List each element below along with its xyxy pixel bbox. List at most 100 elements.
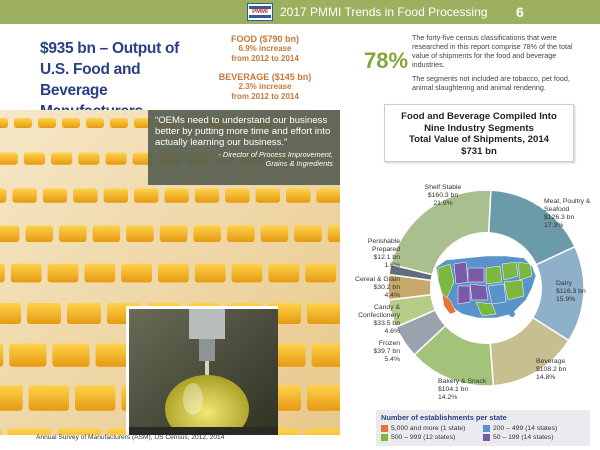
slice-percent: 17.3% xyxy=(544,222,564,229)
pasta-piece xyxy=(0,385,23,411)
pasta-piece xyxy=(7,428,52,435)
pasta-piece xyxy=(62,118,80,128)
slice-value: $33.5 bn xyxy=(373,320,400,327)
slice-percent: 21.9% xyxy=(433,200,453,207)
legend-swatch xyxy=(381,434,388,441)
slice-label: Shelf Stable $160.3 bn 21.9% xyxy=(408,184,478,208)
pasta-piece xyxy=(307,303,340,324)
chart-title-box: Food and Beverage Compiled Into Nine Ind… xyxy=(384,104,574,162)
source-citation: Annual Survey of Manufacturers (ASM), US… xyxy=(36,434,225,441)
pasta-piece xyxy=(47,263,79,283)
coverage-notes: The forty-five census classifications th… xyxy=(412,33,588,97)
chart-title-line-2: Nine Industry Segments xyxy=(424,122,534,134)
slice-name: Dairy xyxy=(556,280,572,287)
beverage-stat-change: 2.3% increase xyxy=(238,82,292,91)
pasta-piece xyxy=(307,385,340,411)
logo-text: PMMI xyxy=(252,9,268,15)
pasta-piece xyxy=(57,428,101,435)
pasta-piece xyxy=(0,152,18,165)
slice-percent: 1.6% xyxy=(384,262,401,269)
chart-title-line-4: $731 bn xyxy=(461,145,497,157)
slice-name: Shelf Stable xyxy=(424,184,462,191)
food-stat-label: FOOD ($790 bn) xyxy=(230,34,299,44)
slice-label: Dairy $116.3 bn 15.9% xyxy=(556,280,600,304)
slice-name: Perishable Prepared xyxy=(367,238,400,253)
oil-bottle-inset-photo xyxy=(126,306,278,435)
legend-item: 200 – 499 (14 states) xyxy=(483,424,585,433)
slice-percent: 14.8% xyxy=(536,374,556,381)
legend-label: 50 – 199 (14 states) xyxy=(493,434,554,441)
slice-percent: 4.6% xyxy=(384,328,401,335)
chart-title-line-3: Total Value of Shipments, 2014 xyxy=(408,134,550,145)
legend-swatch xyxy=(483,425,490,432)
legend-swatch xyxy=(381,425,388,432)
pasta-piece xyxy=(9,343,47,367)
pasta-piece xyxy=(305,263,336,283)
legend-label: 5,000 and more (1 state) xyxy=(391,425,466,432)
slice-value: $126.3 bn xyxy=(544,214,575,221)
quote-attribution-2: Grains & Ingredients xyxy=(265,159,333,168)
pasta-piece xyxy=(73,188,98,203)
pasta-piece xyxy=(52,343,90,367)
quote-box: “OEMs need to understand our business be… xyxy=(148,110,340,185)
pasta-piece xyxy=(121,263,152,283)
pasta-piece xyxy=(0,118,8,128)
pasta-piece xyxy=(158,263,189,283)
pasta-piece xyxy=(23,152,45,165)
slice-percent: 4.4% xyxy=(384,292,401,299)
pasta-piece xyxy=(0,225,20,242)
legend-item: 5,000 and more (1 state) xyxy=(381,424,483,433)
pasta-piece xyxy=(75,385,116,411)
legend-label: 200 – 499 (14 states) xyxy=(493,425,558,432)
slice-name: Beverage xyxy=(536,358,566,365)
pasta-piece xyxy=(225,188,250,203)
chart-title-line-1: Food and Beverage Compiled Into xyxy=(401,111,557,122)
pasta-piece xyxy=(0,428,2,435)
pasta-piece xyxy=(0,263,5,283)
pasta-piece xyxy=(67,303,101,324)
coverage-note-2: The segments not included are tobacco, p… xyxy=(412,74,570,92)
pasta-piece xyxy=(0,303,21,324)
pasta-piece xyxy=(59,225,87,242)
pasta-piece xyxy=(227,225,255,242)
pasta-piece xyxy=(159,225,188,242)
map-legend: Number of establishments per state 5,000… xyxy=(376,410,590,446)
slice-value: $160.3 bn xyxy=(427,192,459,199)
quote-attribution-1: - Director of Process Improvement, xyxy=(218,150,333,159)
pasta-piece xyxy=(294,225,322,242)
pasta-piece xyxy=(110,118,128,128)
pasta-piece xyxy=(255,188,280,203)
pasta-piece xyxy=(14,118,32,128)
pasta-piece xyxy=(0,343,4,367)
pasta-piece xyxy=(42,188,68,203)
beverage-stat-label: BEVERAGE ($145 bn) xyxy=(218,72,312,82)
slice-value: $116.3 bn xyxy=(556,288,586,295)
pasta-piece xyxy=(103,188,128,203)
pasta-piece xyxy=(126,225,154,242)
header-bar: PMMI 2017 PMMI Trends in Food Processing… xyxy=(0,0,600,24)
slice-percent: 5.4% xyxy=(384,356,401,363)
pasta-piece xyxy=(134,118,152,128)
pie-svg xyxy=(387,189,585,387)
pasta-piece xyxy=(12,188,37,203)
pasta-piece xyxy=(268,263,300,283)
pasta-piece xyxy=(194,263,226,283)
segments-pie-chart: Shelf Stable $160.3 bn 21.9% Meat, Poultry … xyxy=(346,172,600,412)
us-map-icon xyxy=(435,255,537,319)
pasta-piece xyxy=(25,225,53,242)
slice-label: Candy & Confectionery $33.5 bn 4.6% xyxy=(340,304,400,336)
pmmi-logo: PMMI xyxy=(247,3,273,21)
legend-swatch xyxy=(483,434,490,441)
pasta-piece xyxy=(327,225,340,242)
pasta-piece xyxy=(305,428,340,435)
pasta-piece xyxy=(84,263,116,283)
pasta-piece xyxy=(260,225,289,242)
slice-label: Cereal & Grain $30.2 bn 4.4% xyxy=(340,276,400,300)
slice-label: Meat, Poultry & Seafood $126.3 bn 17.3% xyxy=(544,198,600,230)
coverage-percent: 78% xyxy=(364,48,409,73)
slice-value: $39.7 bn xyxy=(373,348,400,355)
slice-label: Bakery & Snack $104.1 bn 14.2% xyxy=(438,378,500,402)
coverage-note-1: The forty-five census classifications th… xyxy=(412,33,573,69)
pasta-piece xyxy=(0,188,7,203)
slice-name: Meat, Poultry & Seafood xyxy=(544,198,591,213)
